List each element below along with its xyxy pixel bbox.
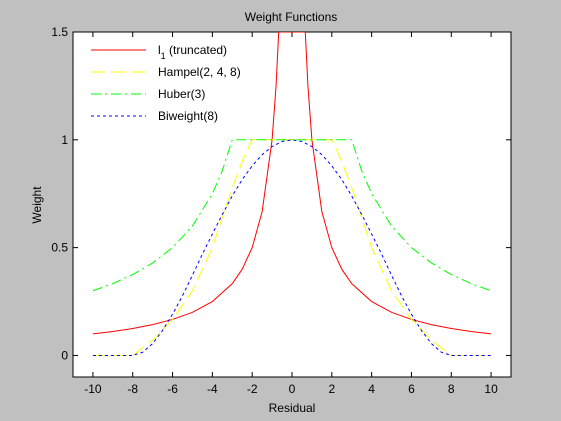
plot-area — [72, 31, 512, 378]
series-line-2 — [92, 139, 492, 292]
y-tick-label: 1 — [61, 133, 68, 147]
legend-label-1: Hampel(2, 4, 8) — [158, 65, 241, 79]
y-tick-label: 1.5 — [51, 25, 68, 39]
x-tick-label: -10 — [84, 382, 102, 396]
chart-title: Weight Functions — [245, 10, 338, 24]
x-tick-label: 4 — [368, 382, 375, 396]
legend-label-base: l — [158, 43, 161, 57]
y-tick-label: 0 — [61, 348, 68, 362]
x-tick-label: 8 — [448, 382, 455, 396]
x-axis-label: Residual — [269, 401, 316, 415]
x-tick-label: -4 — [207, 382, 218, 396]
legend: l1 (truncated) Hampel(2, 4, 8) Huber(3) Biw… — [91, 43, 241, 123]
legend-label-3: Biweight(8) — [158, 109, 218, 123]
x-tick-label: -2 — [247, 382, 258, 396]
series-lines — [92, 32, 492, 356]
x-tick-label: 10 — [484, 382, 498, 396]
x-tick-label: -6 — [167, 382, 178, 396]
y-axis: 0 0.5 1 1.5 — [51, 25, 511, 362]
x-tick-label: 0 — [289, 382, 296, 396]
legend-label-0: l1 (truncated) — [158, 43, 227, 61]
legend-label-suffix: (truncated) — [166, 43, 227, 57]
legend-label-2: Huber(3) — [158, 87, 205, 101]
y-tick-label: 0.5 — [51, 241, 68, 255]
x-axis: -10 -8 -6 -4 -2 0 2 4 6 8 10 — [84, 32, 498, 396]
x-tick-label: -8 — [127, 382, 138, 396]
x-tick-label: 2 — [328, 382, 335, 396]
legend-label-subscript: 1 — [161, 51, 166, 61]
y-axis-label: Weight — [30, 186, 44, 224]
series-line-0 — [92, 32, 492, 335]
x-tick-label: 6 — [408, 382, 415, 396]
